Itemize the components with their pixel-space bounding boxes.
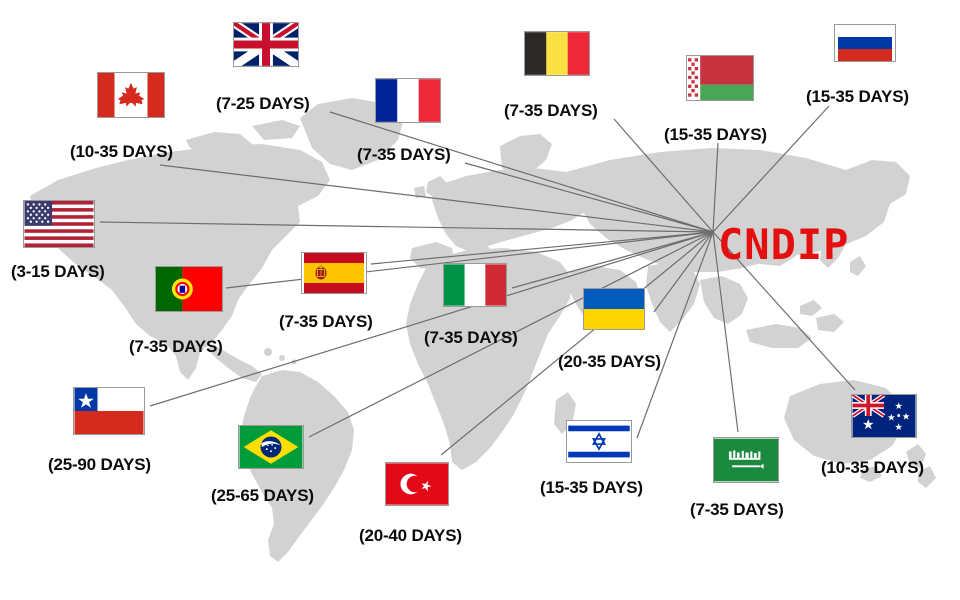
flag-belarus-icon [686, 55, 754, 101]
hub-origin-label: CNDIP [718, 220, 850, 269]
delivery-days-label-italy: (7-35 DAYS) [424, 328, 518, 347]
flag-united-kingdom-icon [233, 22, 299, 67]
flag-brazil-icon [238, 425, 304, 469]
flag-belgium-icon [524, 31, 590, 76]
flag-australia-icon [851, 394, 917, 438]
flag-chile-icon [73, 387, 145, 435]
flag-united-states-icon [23, 200, 95, 248]
route-line-spain [370, 231, 714, 265]
flag-saudi-arabia-icon [713, 437, 779, 483]
route-line-brazil [308, 231, 714, 438]
flag-ukraine-icon [583, 288, 645, 330]
flag-israel-icon [566, 420, 632, 463]
route-line-france [464, 162, 714, 233]
delivery-days-label-saudi-arabia: (7-35 DAYS) [690, 500, 784, 519]
route-line-belgium [613, 118, 714, 233]
flag-russia-icon [834, 24, 896, 62]
flag-canada-icon [97, 72, 165, 118]
route-line-belarus [712, 142, 719, 233]
delivery-days-label-chile: (25-90 DAYS) [48, 455, 151, 474]
flag-turkey-icon [385, 462, 449, 506]
flag-france-icon [375, 78, 441, 123]
route-line-turkey [440, 231, 714, 456]
delivery-days-label-france: (7-35 DAYS) [357, 145, 451, 164]
route-line-israel [636, 231, 714, 439]
route-line-ukraine [653, 231, 714, 313]
delivery-days-label-canada: (10-35 DAYS) [70, 142, 173, 161]
delivery-days-label-united-kingdom: (7-25 DAYS) [216, 94, 310, 113]
delivery-days-label-russia: (15-35 DAYS) [806, 87, 909, 106]
flag-italy-icon [443, 263, 507, 307]
route-line-united-kingdom [329, 111, 714, 233]
route-line-united-states [99, 221, 714, 233]
delivery-days-label-australia: (10-35 DAYS) [821, 458, 924, 477]
route-line-italy [511, 231, 714, 289]
route-line-canada [159, 164, 714, 233]
delivery-days-label-israel: (15-35 DAYS) [540, 478, 643, 497]
route-line-australia [712, 231, 856, 391]
delivery-days-label-turkey: (20-40 DAYS) [359, 526, 462, 545]
delivery-days-label-belgium: (7-35 DAYS) [504, 101, 598, 120]
route-line-chile [149, 231, 714, 407]
delivery-days-label-united-states: (3-15 DAYS) [11, 262, 105, 281]
flag-portugal-icon [155, 266, 223, 312]
delivery-days-label-belarus: (15-35 DAYS) [664, 125, 767, 144]
delivery-days-label-portugal: (7-35 DAYS) [129, 337, 223, 356]
delivery-days-label-ukraine: (20-35 DAYS) [558, 352, 661, 371]
delivery-days-label-spain: (7-35 DAYS) [279, 312, 373, 331]
route-line-russia [712, 105, 830, 233]
route-line-saudi-arabia [712, 231, 739, 433]
delivery-days-label-brazil: (25-65 DAYS) [211, 486, 314, 505]
flag-spain-icon [301, 252, 367, 294]
